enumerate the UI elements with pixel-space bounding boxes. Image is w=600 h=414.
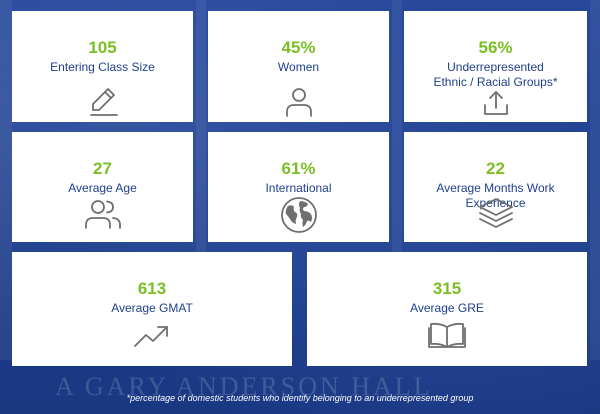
stat-label: Average GRE bbox=[410, 301, 484, 315]
stat-value: 45% bbox=[281, 38, 316, 57]
stat-label: Women bbox=[277, 60, 320, 74]
trending-up-icon bbox=[134, 326, 168, 347]
stat-label-line-2: Ethnic / Racial Groups* bbox=[433, 75, 558, 89]
stat-label: Average Age bbox=[68, 181, 137, 195]
stat-value: 27 bbox=[93, 159, 112, 178]
stat-label-line-1: Underrepresented bbox=[447, 60, 544, 74]
person-icon bbox=[285, 88, 312, 117]
stat-value: 56% bbox=[478, 38, 513, 57]
stat-value: 22 bbox=[486, 159, 505, 178]
background-building-sign: A GARY ANDERSON HALL bbox=[55, 372, 433, 401]
footnote: *percentage of domestic students who ide… bbox=[126, 393, 474, 403]
stat-card-international: 61% International bbox=[208, 132, 389, 242]
stat-label: Average GMAT bbox=[111, 301, 193, 315]
stat-card-entering-class-size: 105 Entering Class Size bbox=[12, 11, 193, 122]
open-book-icon bbox=[428, 322, 466, 348]
stat-card-average-gre: 315 Average GRE bbox=[307, 252, 587, 366]
stat-card-underrepresented: 56% Underrepresented Ethnic / Racial Gro… bbox=[404, 11, 587, 122]
stat-card-work-experience: 22 Average Months Work Experience bbox=[404, 132, 587, 242]
pencil-icon bbox=[89, 88, 118, 116]
stat-label: Entering Class Size bbox=[50, 60, 155, 74]
stat-card-average-gmat: 613 Average GMAT bbox=[12, 252, 292, 366]
stat-value: 105 bbox=[88, 38, 117, 57]
stat-value: 61% bbox=[281, 159, 316, 178]
people-icon bbox=[84, 200, 121, 229]
stat-card-average-age: 27 Average Age bbox=[12, 132, 193, 242]
globe-icon bbox=[280, 197, 317, 233]
stat-value: 315 bbox=[432, 279, 462, 298]
stat-value: 613 bbox=[137, 279, 167, 298]
stat-label: International bbox=[265, 181, 332, 195]
layers-icon bbox=[478, 198, 513, 228]
stat-card-women: 45% Women bbox=[208, 11, 389, 122]
upload-icon bbox=[483, 91, 508, 115]
